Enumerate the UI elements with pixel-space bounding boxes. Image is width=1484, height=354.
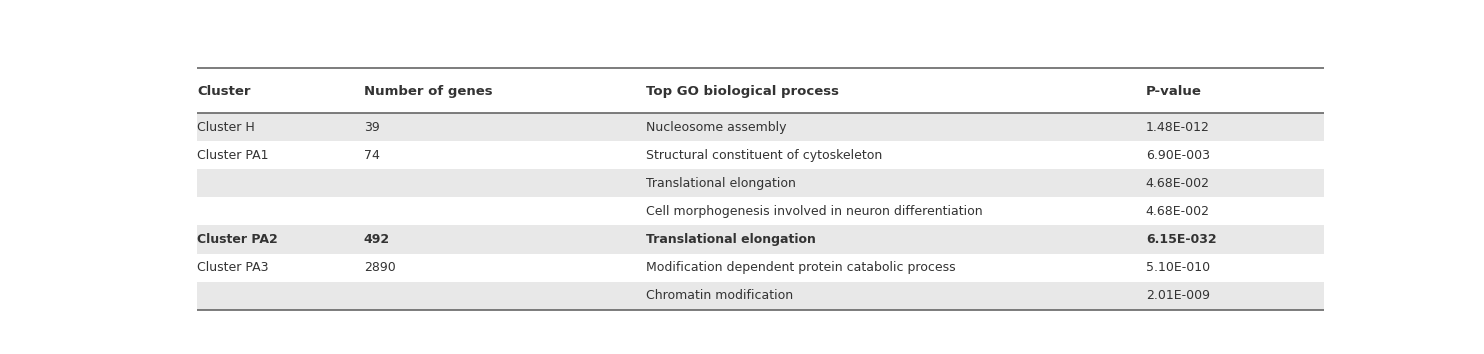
Text: Structural constituent of cytoskeleton: Structural constituent of cytoskeleton [646,149,881,162]
Text: 6.90E-003: 6.90E-003 [1146,149,1209,162]
Text: 6.15E-032: 6.15E-032 [1146,233,1217,246]
Text: 1.48E-012: 1.48E-012 [1146,121,1209,134]
Text: Number of genes: Number of genes [364,85,493,98]
Text: P-value: P-value [1146,85,1202,98]
Text: Cell morphogenesis involved in neuron differentiation: Cell morphogenesis involved in neuron di… [646,205,982,218]
Text: Top GO biological process: Top GO biological process [646,85,838,98]
Bar [197,141,1324,170]
Bar [197,198,1324,225]
Text: Modification dependent protein catabolic process: Modification dependent protein catabolic… [646,261,956,274]
Text: 5.10E-010: 5.10E-010 [1146,261,1209,274]
Text: Translational elongation: Translational elongation [646,233,815,246]
Text: Cluster PA2: Cluster PA2 [197,233,278,246]
Text: Cluster PA3: Cluster PA3 [197,261,269,274]
Bar [197,113,1324,141]
Text: Cluster PA1: Cluster PA1 [197,149,269,162]
Text: 4.68E-002: 4.68E-002 [1146,177,1209,190]
Text: 492: 492 [364,233,390,246]
Text: 2.01E-009: 2.01E-009 [1146,289,1209,302]
Text: 39: 39 [364,121,380,134]
Bar [197,281,1324,310]
Text: 2890: 2890 [364,261,396,274]
Text: 74: 74 [364,149,380,162]
Bar [197,170,1324,198]
Text: Chromatin modification: Chromatin modification [646,289,792,302]
Text: 4.68E-002: 4.68E-002 [1146,205,1209,218]
Text: Nucleosome assembly: Nucleosome assembly [646,121,787,134]
Text: Cluster H: Cluster H [197,121,255,134]
Bar [197,225,1324,253]
Text: Translational elongation: Translational elongation [646,177,795,190]
Bar [197,253,1324,281]
Text: Cluster: Cluster [197,85,251,98]
